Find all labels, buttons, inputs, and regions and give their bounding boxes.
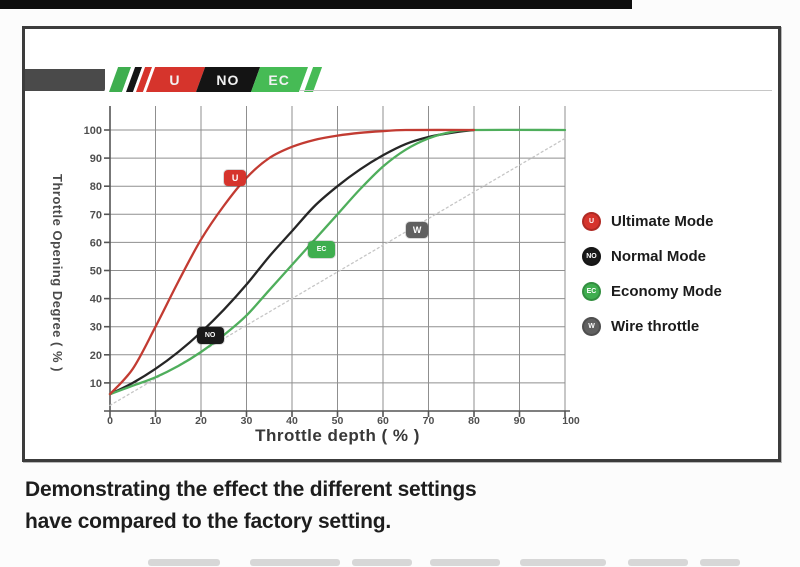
legend-item-ultimate-mode: U Ultimate Mode	[582, 210, 722, 232]
caption-line-2: have compared to the factory setting.	[25, 510, 392, 533]
legend-swatch-no-icon: NO	[582, 246, 601, 266]
logo-segment-ec-label: EC	[268, 71, 291, 88]
y-axis-title: Throttle Opening Degree ( % )	[50, 174, 65, 372]
legend-swatch-u-icon: U	[582, 211, 601, 231]
curve-badge-w: W	[406, 221, 429, 238]
legend-item-label: Normal Mode	[611, 247, 707, 265]
legend-swatch-w-icon: W	[582, 316, 601, 336]
cutoff-text-fragment	[148, 559, 220, 566]
curve-badge-ec: EC	[308, 240, 336, 258]
cutoff-text-fragment	[250, 559, 340, 566]
caption-line-1: Demonstrating the effect the different s…	[25, 478, 477, 501]
logo-segment-u-label: U	[169, 71, 182, 88]
top-edge-bar	[0, 0, 632, 9]
logo-segment-no: NO	[196, 67, 261, 92]
legend-item-economy-mode: EC Economy Mode	[582, 280, 722, 302]
legend-swatch-ec-icon: EC	[582, 281, 601, 301]
chart-legend: U Ultimate Mode NO Normal Mode EC Economy Mod…	[582, 210, 722, 350]
brand-logo: U NO EC	[104, 67, 323, 92]
cutoff-text-fragment	[700, 559, 740, 566]
legend-item-normal-mode: NO Normal Mode	[582, 245, 722, 267]
curve-badge-u: U	[224, 169, 247, 186]
curve-badge-no: NO	[196, 326, 224, 344]
legend-item-label: Economy Mode	[611, 282, 722, 300]
logo-segment-no-label: NO	[216, 71, 240, 88]
cutoff-text-fragment	[520, 559, 606, 566]
legend-item-wire-throttle: W Wire throttle	[582, 315, 722, 337]
logo-shelf-line	[300, 90, 772, 91]
x-axis-title: Throttle depth ( % )	[255, 426, 420, 445]
logo-dark-bar	[25, 69, 105, 91]
legend-item-label: Wire throttle	[611, 317, 700, 335]
cutoff-text-fragment	[628, 559, 688, 566]
cutoff-text-fragment	[352, 559, 412, 566]
legend-item-label: Ultimate Mode	[611, 212, 714, 230]
cutoff-text-fragment	[430, 559, 500, 566]
